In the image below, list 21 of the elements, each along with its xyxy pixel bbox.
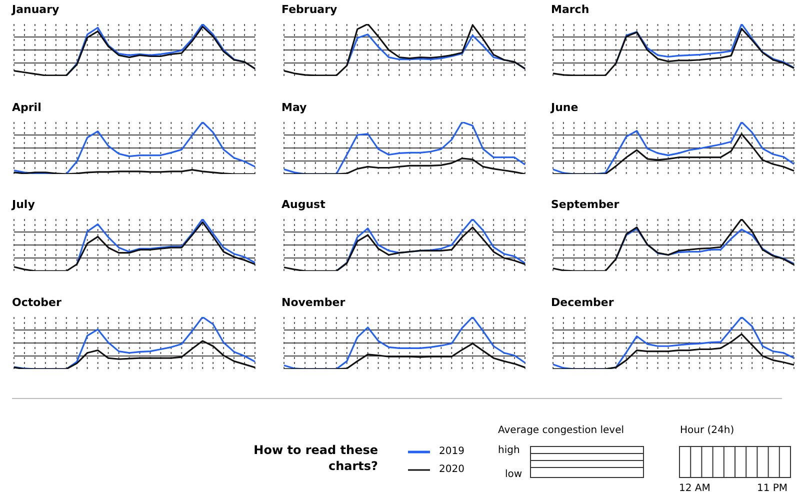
chart-title: April: [12, 100, 42, 116]
chart-title: November: [282, 294, 346, 310]
chart-title: February: [282, 2, 338, 18]
chart-title: October: [12, 294, 62, 310]
text: Hour (24h): [680, 425, 734, 436]
text: high: [498, 445, 520, 456]
text: 2020: [439, 464, 464, 475]
chart-title: December: [551, 294, 615, 310]
chart-title: March: [551, 2, 590, 18]
text: How to read these charts?: [252, 442, 378, 474]
chart-title: May: [282, 100, 308, 116]
chart-title: June: [551, 100, 580, 116]
text: 2019: [439, 446, 464, 457]
chart-title: August: [282, 197, 326, 213]
text: 12 AM: [679, 483, 710, 494]
chart-title: January: [12, 2, 60, 18]
text: low: [505, 469, 522, 480]
chart-title: July: [12, 197, 36, 213]
text: Average congestion level: [498, 425, 624, 436]
text: 11 PM: [757, 483, 788, 494]
chart-title: September: [551, 197, 620, 213]
